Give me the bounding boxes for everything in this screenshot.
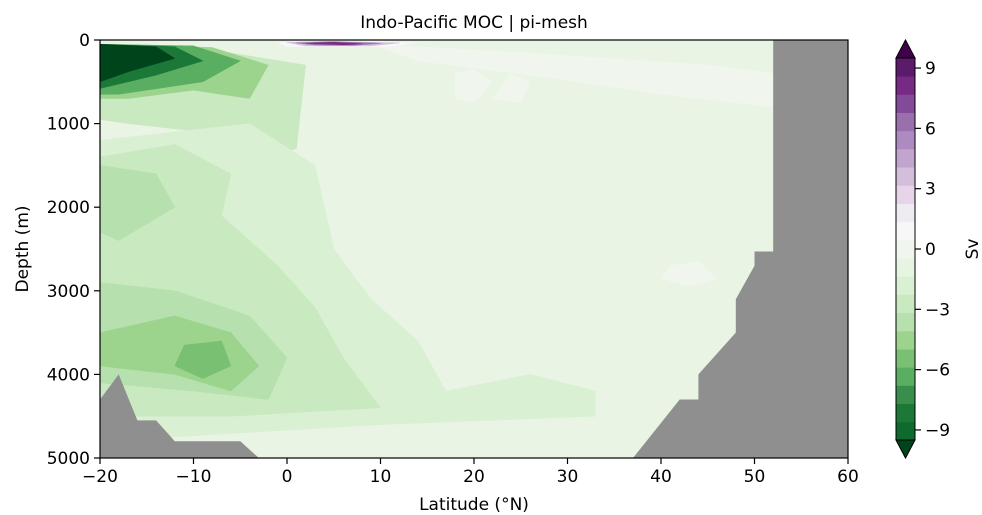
mask-seafloor_north (633, 40, 848, 458)
colorbar-tick-label: −9 (925, 421, 950, 441)
land-mask (100, 40, 848, 458)
colorbar-segment (896, 148, 915, 168)
colorbar-tick-label: 9 (925, 59, 936, 79)
y-tick-label: 1000 (47, 115, 90, 135)
colorbar-segment (896, 367, 915, 386)
x-tick-label: 40 (650, 467, 672, 487)
contour-region-positive_lobe (455, 69, 494, 103)
colorbar-segment (896, 294, 915, 314)
x-axis: −20 −10 0 10 20 30 40 50 60 (82, 458, 859, 487)
contour-fields (100, 40, 774, 442)
x-tick-label: 0 (282, 467, 293, 487)
colorbar-tick-label: 3 (925, 180, 936, 200)
x-tick-label: 10 (370, 467, 392, 487)
colorbar: −9 −6 −3 0 3 6 9 (895, 38, 950, 460)
contour-region-surface_cell (305, 42, 362, 46)
contour-region-upper_south_cell (100, 43, 176, 83)
contour-region-deep_cell (174, 340, 232, 379)
x-tick-label: −20 (82, 467, 118, 487)
y-tick-label: 2000 (47, 198, 90, 218)
colorbar-segment (896, 276, 915, 295)
contour-region-positive_lobe (660, 261, 718, 287)
colorbar-segment (896, 185, 915, 204)
y-tick-label: 5000 (47, 449, 90, 469)
y-axis-label: Depth (m) (13, 205, 33, 292)
colorbar-segment (896, 112, 915, 132)
contour-region-deep_cell (100, 315, 260, 392)
chart-title: Indo-Pacific MOC | pi-mesh (360, 13, 588, 33)
colorbar-segment (896, 258, 915, 277)
y-tick-label: 0 (79, 31, 90, 51)
contour-region-deep_cell (100, 165, 176, 241)
colorbar-segment (896, 130, 915, 150)
colorbar-tick-label: 6 (925, 119, 936, 139)
y-tick-label: 3000 (47, 282, 90, 302)
colorbar-segment (896, 58, 915, 77)
colorbar-segment (896, 94, 915, 113)
colorbar-segment (896, 421, 915, 441)
colorbar-segment (896, 385, 915, 405)
x-tick-label: 50 (744, 467, 766, 487)
colorbar-tick-label: −6 (925, 361, 950, 381)
x-tick-label: 20 (463, 467, 485, 487)
colorbar-segment (896, 221, 915, 241)
y-tick-label: 4000 (47, 365, 90, 385)
colorbar-segment (896, 76, 915, 95)
colorbar-tick-label: −3 (925, 300, 950, 320)
colorbar-segment (896, 239, 915, 259)
y-axis: 0 1000 2000 3000 4000 5000 (47, 31, 100, 469)
colorbar-segment (896, 349, 915, 368)
mask-seafloor_south (100, 374, 259, 458)
colorbar-segment (896, 312, 915, 332)
colorbar-label: Sv (963, 239, 982, 260)
colorbar-segment (896, 203, 915, 223)
contour-plot-area (100, 40, 848, 458)
colorbar-tick-label: 0 (925, 240, 936, 260)
x-tick-label: −10 (176, 467, 212, 487)
colorbar-extend-min (895, 439, 916, 460)
colorbar-segment (896, 403, 915, 423)
colorbar-segment (896, 167, 915, 186)
colorbar-extend-max (895, 38, 916, 59)
x-tick-label: 60 (837, 467, 859, 487)
colorbar-segment (896, 330, 915, 350)
contour-region-positive_lobe (492, 73, 531, 103)
x-tick-label: 30 (557, 467, 579, 487)
x-axis-label: Latitude (°N) (419, 495, 529, 515)
